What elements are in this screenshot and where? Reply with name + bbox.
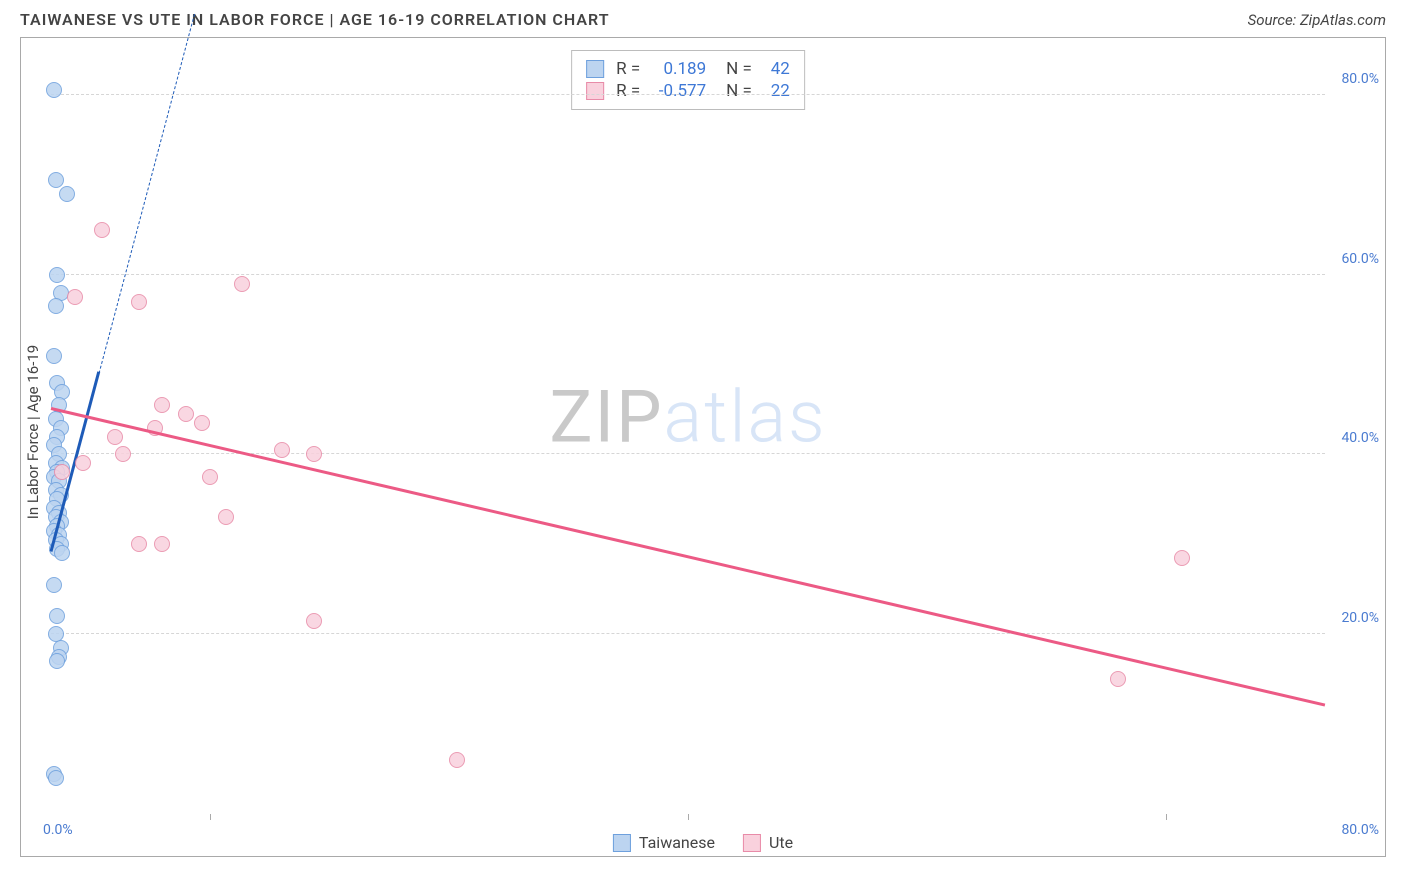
- scatter-point: [49, 267, 65, 283]
- legend-r-label: R =: [616, 59, 640, 79]
- gridline-h: [51, 274, 1325, 275]
- y-tick-label: 80.0%: [1341, 71, 1379, 87]
- legend-label: Taiwanese: [639, 833, 715, 852]
- legend-r-value: 0.189: [646, 59, 706, 79]
- scatter-point: [154, 536, 170, 552]
- watermark: ZIPatlas: [549, 374, 826, 459]
- chart-container: ZIPatlas In Labor Force | Age 16-19 R = 0…: [20, 37, 1386, 857]
- legend-row: R = 0.189 N = 42: [586, 59, 790, 79]
- legend-n-label: N =: [726, 59, 752, 79]
- y-axis-label: In Labor Force | Age 16-19: [24, 345, 42, 519]
- scatter-point: [46, 577, 62, 593]
- legend-r-value: -0.577: [646, 81, 706, 101]
- scatter-point: [48, 298, 64, 314]
- legend-n-value: 42: [758, 59, 790, 79]
- scatter-point: [49, 653, 65, 669]
- trend-line: [51, 407, 1326, 707]
- x-tick-mark: [210, 814, 211, 820]
- scatter-point: [154, 397, 170, 413]
- scatter-point: [1174, 550, 1190, 566]
- scatter-point: [94, 222, 110, 238]
- plot-area: ZIPatlas In Labor Force | Age 16-19 R =0…: [51, 50, 1325, 814]
- correlation-legend: R = 0.189 N = 42 R = -0.577 N = 22: [571, 50, 805, 110]
- legend-swatch: [613, 834, 631, 852]
- y-tick-label: 40.0%: [1341, 430, 1379, 446]
- legend-r-label: R =: [616, 81, 640, 101]
- series-legend: Taiwanese Ute: [613, 833, 793, 852]
- y-tick-label: 60.0%: [1341, 251, 1379, 267]
- scatter-point: [178, 406, 194, 422]
- scatter-point: [115, 446, 131, 462]
- chart-title: TAIWANESE VS UTE IN LABOR FORCE | AGE 16…: [20, 10, 610, 29]
- gridline-h: [51, 94, 1325, 95]
- legend-row: R = -0.577 N = 22: [586, 81, 790, 101]
- legend-n-label: N =: [726, 81, 752, 101]
- x-tick-mark: [688, 814, 689, 820]
- scatter-point: [131, 294, 147, 310]
- gridline-h: [51, 633, 1325, 634]
- chart-header: TAIWANESE VS UTE IN LABOR FORCE | AGE 16…: [0, 0, 1406, 37]
- legend-item: Ute: [743, 833, 793, 852]
- scatter-point: [306, 446, 322, 462]
- y-tick-label: 20.0%: [1341, 610, 1379, 626]
- scatter-point: [48, 770, 64, 786]
- legend-swatch: [586, 60, 604, 78]
- scatter-point: [234, 276, 250, 292]
- trend-line-extrapolated: [98, 13, 195, 373]
- legend-n-value: 22: [758, 81, 790, 101]
- x-tick-min: 0.0%: [43, 822, 73, 838]
- x-tick-mark: [1166, 814, 1167, 820]
- scatter-point: [59, 186, 75, 202]
- scatter-point: [75, 455, 91, 471]
- watermark-atlas: atlas: [664, 374, 827, 459]
- scatter-point: [306, 613, 322, 629]
- scatter-point: [54, 545, 70, 561]
- scatter-point: [194, 415, 210, 431]
- scatter-point: [54, 464, 70, 480]
- scatter-point: [46, 82, 62, 98]
- x-tick-max: 80.0%: [1341, 822, 1379, 838]
- legend-item: Taiwanese: [613, 833, 715, 852]
- legend-swatch: [586, 82, 604, 100]
- source-attribution: Source: ZipAtlas.com: [1248, 11, 1386, 29]
- scatter-point: [67, 289, 83, 305]
- scatter-point: [131, 536, 147, 552]
- scatter-point: [46, 348, 62, 364]
- scatter-point: [48, 172, 64, 188]
- scatter-point: [1110, 671, 1126, 687]
- scatter-point: [107, 429, 123, 445]
- watermark-zip: ZIP: [549, 374, 663, 459]
- legend-swatch: [743, 834, 761, 852]
- scatter-point: [218, 509, 234, 525]
- scatter-point: [274, 442, 290, 458]
- scatter-point: [202, 469, 218, 485]
- legend-label: Ute: [769, 833, 793, 852]
- scatter-point: [49, 608, 65, 624]
- scatter-point: [449, 752, 465, 768]
